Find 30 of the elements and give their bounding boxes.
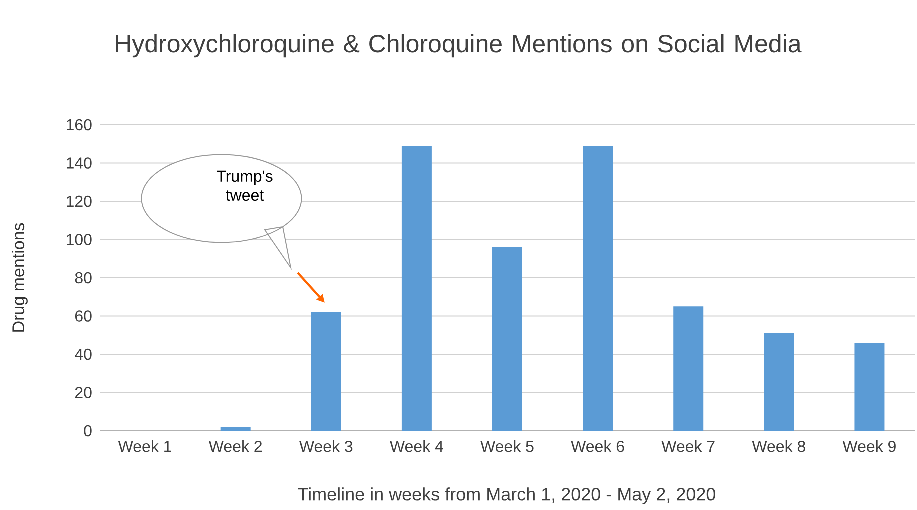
y-tick-label: 20 bbox=[75, 387, 92, 398]
x-tick-label: Week 6 bbox=[571, 440, 624, 452]
y-axis-title: Drug mentions bbox=[12, 223, 28, 332]
x-tick-label: Week 2 bbox=[208, 440, 262, 452]
x-tick-label: Week 4 bbox=[390, 440, 444, 452]
annotation: Trump's tweet bbox=[217, 170, 273, 202]
bar bbox=[854, 343, 885, 431]
bar bbox=[402, 146, 432, 431]
bar bbox=[583, 146, 614, 431]
y-tick-label: 60 bbox=[75, 310, 92, 322]
y-tick-label: 80 bbox=[75, 272, 92, 284]
x-axis-title: Timeline in weeks from March 1, 2020 - May 2, 2020 bbox=[298, 488, 716, 504]
bar bbox=[492, 247, 523, 431]
x-tick-label: Week 9 bbox=[842, 440, 896, 452]
y-tick-label: 40 bbox=[75, 348, 92, 360]
x-tick-label: Week 7 bbox=[662, 440, 715, 452]
x-tick-label: Week 1 bbox=[118, 440, 172, 452]
y-tick-label: 0 bbox=[84, 425, 92, 437]
x-tick-label: Week 3 bbox=[299, 440, 353, 452]
y-tick-label: 160 bbox=[67, 119, 92, 131]
x-tick-label: Week 5 bbox=[480, 440, 534, 452]
y-tick-label: 120 bbox=[67, 196, 92, 208]
y-tick-label: 100 bbox=[67, 234, 92, 246]
bar bbox=[764, 333, 794, 431]
chart-title: Hydroxychloroquine & Chloroquine Mentions on Social Media bbox=[116, 34, 802, 58]
y-tick-label: 140 bbox=[67, 158, 92, 169]
bar bbox=[674, 306, 704, 431]
bar bbox=[311, 312, 342, 431]
x-tick-label: Week 8 bbox=[752, 440, 806, 452]
bar bbox=[220, 427, 251, 431]
